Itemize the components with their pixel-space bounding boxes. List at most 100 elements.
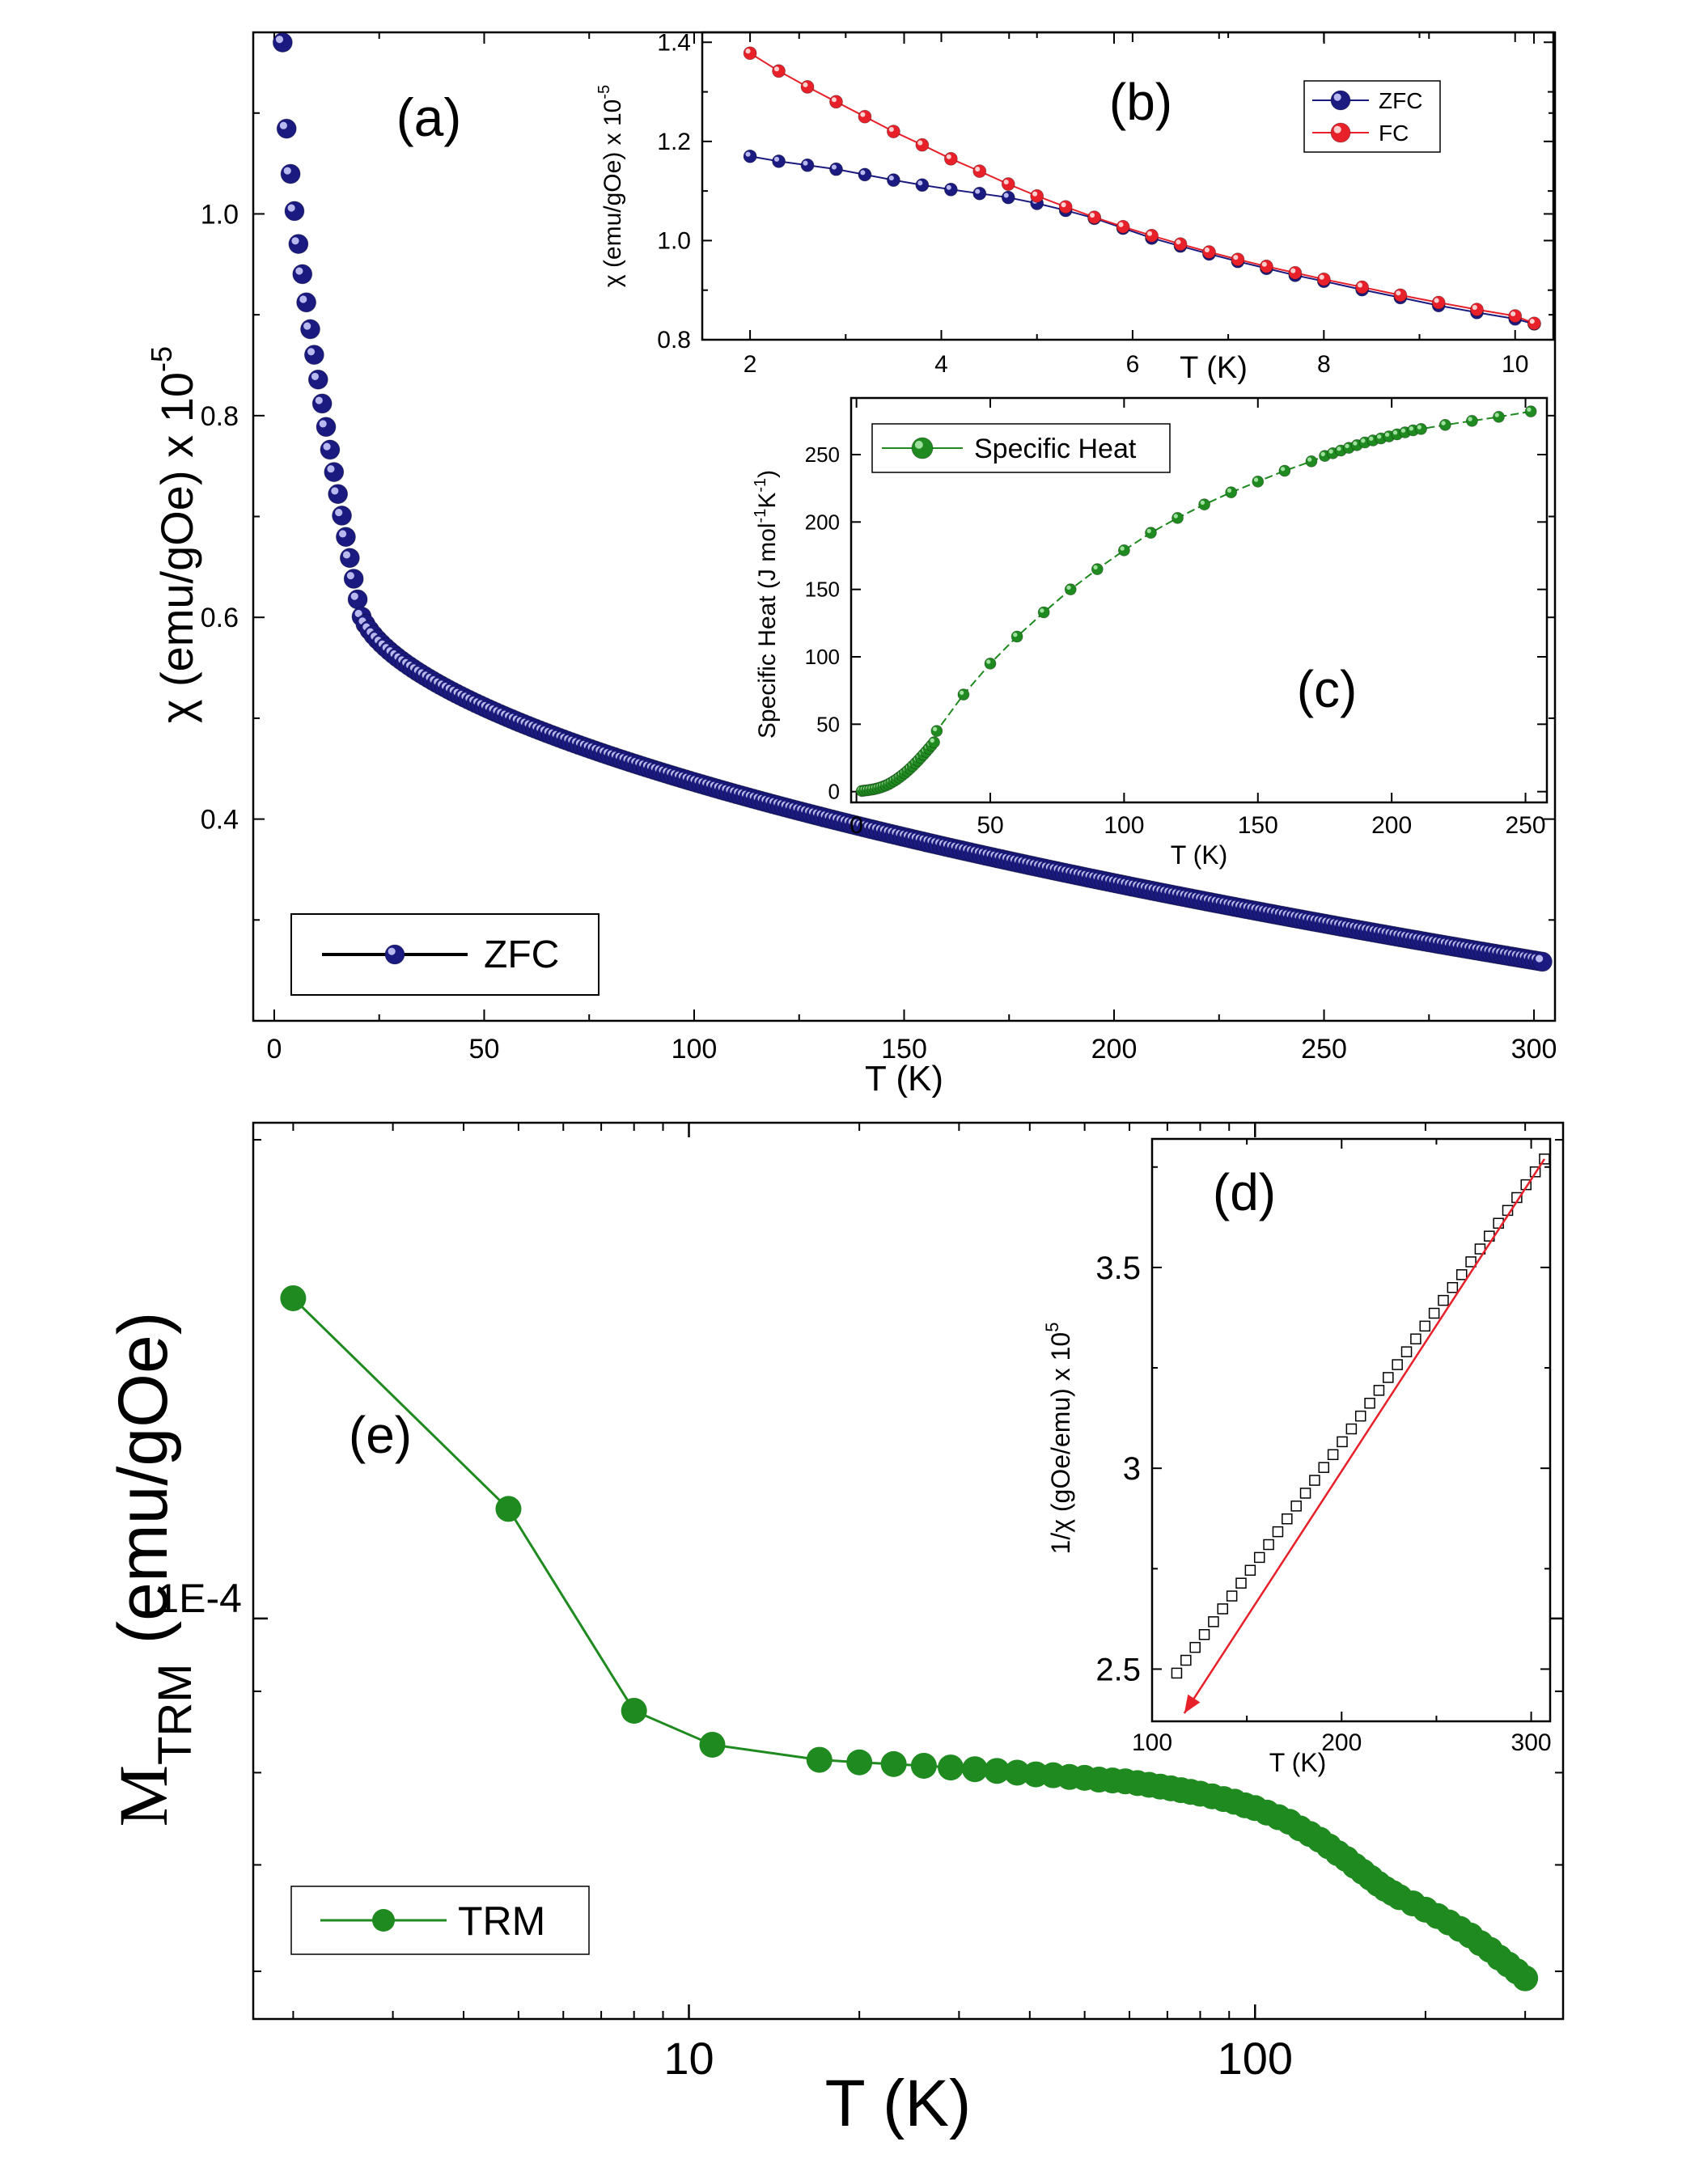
panel-b-point-zfc-highlight xyxy=(831,164,837,170)
panel-c-point xyxy=(1091,563,1104,576)
panel-c-x-axis-label: T (K) xyxy=(1171,840,1228,870)
panel-c-x-tick-label: 150 xyxy=(1238,812,1278,839)
panel-b-point-zfc xyxy=(800,158,815,172)
panel-b-point-zfc-highlight xyxy=(745,151,751,157)
panel-b-point-fc-highlight xyxy=(1061,202,1066,208)
panel-c-point-highlight xyxy=(1173,514,1178,518)
panel-c-y-axis-label: Specific Heat (J mol-1K-1) xyxy=(752,470,781,739)
panel-a-x-tick-label: 300 xyxy=(1511,1034,1557,1064)
panel-b-point-zfc-highlight xyxy=(888,176,894,181)
panel-a-zfc-point xyxy=(311,393,333,414)
panel-b-point-fc-highlight xyxy=(1434,298,1439,303)
panel-a-zfc-point xyxy=(1532,951,1553,972)
panel-a-x-tick-label: 50 xyxy=(469,1034,500,1064)
panel-d: 100 200 300 2.5 3 3.5 T (K) 1/χ (gOe/emu) x 105… xyxy=(1042,1137,1552,1777)
panel-c-point xyxy=(1172,511,1184,524)
panel-a-x-tick-label: 250 xyxy=(1301,1034,1347,1064)
panel-b-legend-marker-highlight xyxy=(1333,125,1341,133)
panel-d-point xyxy=(1318,1462,1330,1473)
panel-d-series-fit xyxy=(1183,1158,1546,1714)
panel-d-point xyxy=(1244,1564,1256,1577)
panel-a-y-tick-label: 0.6 xyxy=(201,603,239,633)
panel-d-point xyxy=(1189,1641,1201,1653)
panel-c-point xyxy=(1524,405,1537,418)
panel-c-point xyxy=(1252,475,1265,488)
panel-c-legend-label: Specific Heat xyxy=(974,434,1137,464)
panel-b-point-fc-highlight xyxy=(975,167,981,172)
panel-c-point-highlight xyxy=(1409,426,1414,431)
panel-c-point xyxy=(1493,410,1505,423)
panel-a-zfc-point xyxy=(300,319,320,340)
panel-b-legend-box xyxy=(1303,80,1441,153)
panel-e-y-tick-label: 1E-4 xyxy=(156,1576,242,1621)
panel-c-legend-marker-highlight xyxy=(914,440,923,449)
panel-b-point-fc xyxy=(1030,188,1044,203)
panel-b-point-fc xyxy=(1288,265,1303,280)
panel-a-zfc-point xyxy=(328,484,349,505)
panel-b-point-fc-highlight xyxy=(1290,268,1296,273)
panel-b-point-fc-highlight xyxy=(1261,261,1267,267)
panel-d-point xyxy=(1345,1423,1358,1435)
panel-b-point-fc xyxy=(1470,303,1484,317)
panel-b-point-fc-highlight xyxy=(1396,290,1401,296)
panel-b-point-fc xyxy=(1431,295,1446,310)
panel-e-frame xyxy=(252,1121,1565,2021)
panel-d-series-data xyxy=(1171,1153,1550,1679)
panel-c-y-tick-label: 50 xyxy=(816,712,840,736)
panel-a-zfc-point-highlight xyxy=(315,396,323,404)
panel-d-y-tick-label: 2.5 xyxy=(1095,1652,1141,1687)
panel-c-legend: Specific Heat xyxy=(871,423,1171,473)
panel-c-point-highlight xyxy=(1494,413,1499,417)
panel-b-point-fc xyxy=(1087,210,1102,225)
panel-a-zfc-point-highlight xyxy=(323,442,331,451)
panel-c-point xyxy=(1465,414,1478,427)
panel-b-point-fc-highlight xyxy=(1319,274,1324,280)
panel-d-point xyxy=(1327,1449,1339,1461)
panel-c-y-tick-label: 150 xyxy=(805,578,840,602)
panel-c-point-highlight xyxy=(986,659,991,664)
panel-b-y-tick-label: 1.4 xyxy=(657,29,691,56)
panel-e-point xyxy=(984,1758,1011,1784)
panel-a-zfc-point-highlight xyxy=(311,372,319,380)
panel-d-point xyxy=(1410,1333,1421,1345)
panel-a-y-axis-label-exponent: -5 xyxy=(145,346,178,372)
panel-d-point xyxy=(1309,1475,1320,1486)
panel-a-legend: ZFC xyxy=(290,913,600,996)
panel-b-legend-marker-highlight xyxy=(1333,93,1341,101)
panel-c: 0 50 100 150 200 250 0 50 100 150 200 250 T (K) Speci… xyxy=(752,396,1549,870)
panel-b-x-tick-label: 10 xyxy=(1502,351,1528,378)
panel-b-point-zfc xyxy=(943,182,958,197)
panel-c-point-highlight xyxy=(1146,528,1151,534)
panel-c-y-axis-label-k: K xyxy=(754,493,781,509)
panel-b-point-fc xyxy=(1202,245,1216,259)
panel-a-y-axis-label: χ (emu/gOe) x 10-5 xyxy=(145,346,202,723)
panel-c-point xyxy=(1011,630,1023,643)
panel-d-y-axis-label-exponent: 5 xyxy=(1042,1323,1062,1332)
panel-a-x-tick-label: 200 xyxy=(1091,1034,1138,1064)
panel-b-point-zfc-highlight xyxy=(773,156,780,162)
panel-d-label: (d) xyxy=(1213,1163,1276,1221)
panel-c-x-tick-label: 0 xyxy=(850,812,863,839)
panel-d-point xyxy=(1337,1436,1348,1448)
panel-b-point-fc xyxy=(972,164,987,179)
panel-c-point-highlight xyxy=(1345,443,1349,449)
panel-c-point-highlight xyxy=(1441,421,1446,425)
panel-c-point xyxy=(1278,464,1291,477)
panel-d-point xyxy=(1263,1539,1274,1551)
panel-c-y-axis-label-exp1: -1 xyxy=(752,509,769,523)
panel-b-point-fc-highlight xyxy=(1233,255,1239,260)
panel-c-point-highlight xyxy=(1253,477,1259,482)
panel-c-y-axis-label-main: Specific Heat (J mol xyxy=(754,523,781,739)
panel-b-point-zfc xyxy=(887,173,900,188)
panel-d-y-tick-label: 3 xyxy=(1123,1451,1141,1487)
panel-c-point xyxy=(1438,418,1451,431)
panel-d-point xyxy=(1455,1269,1468,1280)
panel-a-zfc-point-highlight xyxy=(350,592,358,600)
panel-c-point-highlight xyxy=(1400,428,1406,433)
panel-b-point-fc xyxy=(1116,219,1130,234)
panel-c-point-highlight xyxy=(1392,430,1398,435)
panel-c-point xyxy=(957,688,970,701)
panel-c-point-highlight xyxy=(1120,546,1125,551)
